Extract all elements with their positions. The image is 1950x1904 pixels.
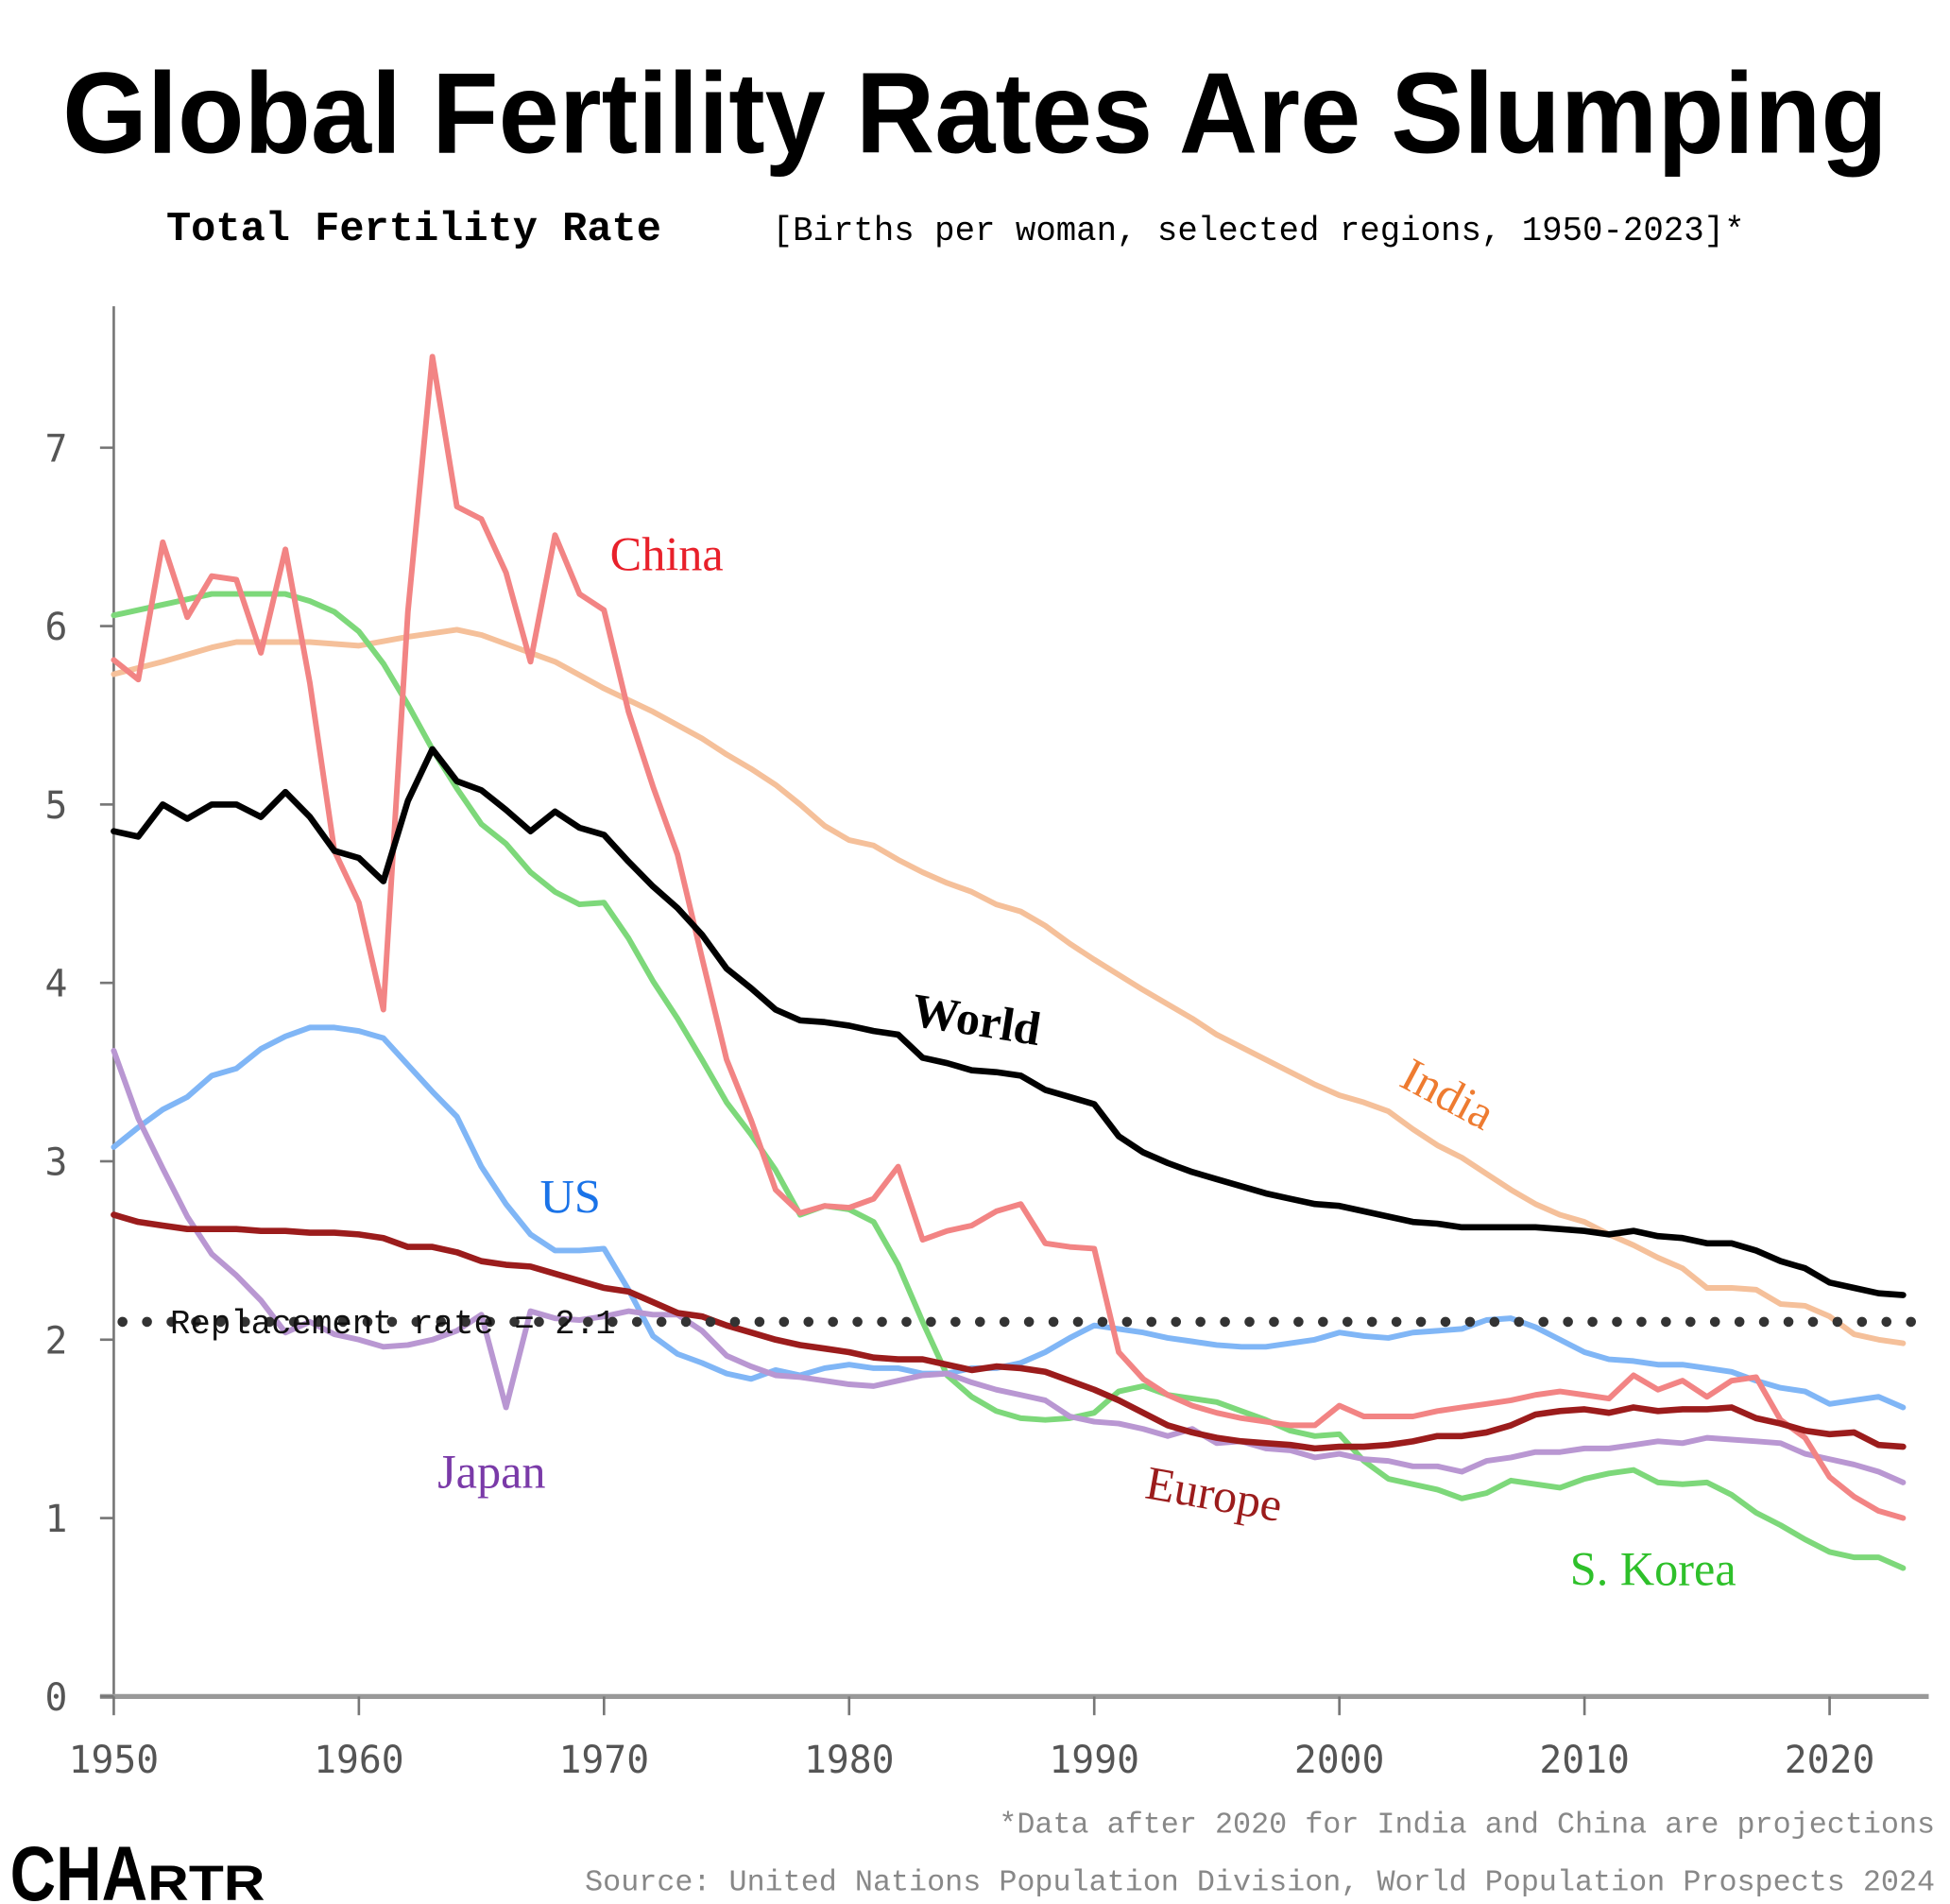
series-line-japan bbox=[111, 1047, 1907, 1485]
x-tick-label: 2000 bbox=[1294, 1739, 1385, 1782]
series-label-world: World bbox=[908, 983, 1044, 1055]
series-line-india bbox=[111, 626, 1907, 1347]
footnote: *Data after 2020 for India and China are… bbox=[999, 1809, 1935, 1843]
x-tick-label: 2010 bbox=[1539, 1739, 1630, 1782]
subtitle-rest: [Births per woman, selected regions, 195… bbox=[773, 212, 1745, 250]
replacement-rate-label: Replacement rate = 2.1 bbox=[170, 1305, 616, 1344]
series-line-s-korea bbox=[111, 591, 1907, 1571]
y-tick-label: 3 bbox=[45, 1141, 68, 1185]
x-tick-label: 1950 bbox=[69, 1739, 160, 1782]
series-label-us: US bbox=[540, 1170, 601, 1223]
y-tick-label: 0 bbox=[45, 1676, 68, 1720]
y-tick-label: 5 bbox=[45, 784, 68, 828]
subtitle-bold: Total Fertility Rate bbox=[166, 207, 661, 253]
series-label-s-korea: S. Korea bbox=[1570, 1543, 1736, 1596]
x-tick-label: 1990 bbox=[1049, 1739, 1139, 1782]
series-line-europe bbox=[111, 1211, 1907, 1452]
x-tick-label: 1980 bbox=[804, 1739, 895, 1782]
chart-title: Global Fertility Rates Are Slumping bbox=[62, 48, 1888, 177]
y-tick-label: 2 bbox=[45, 1319, 68, 1363]
x-tick-label: 2020 bbox=[1785, 1739, 1875, 1782]
svg-text:RTR: RTR bbox=[147, 1856, 265, 1904]
y-tick-label: 4 bbox=[45, 963, 68, 1006]
chartr-logo: CHA RTR bbox=[10, 1831, 265, 1904]
series-line-china bbox=[111, 353, 1907, 1521]
y-tick-label: 1 bbox=[45, 1498, 68, 1541]
source-note: Source: United Nations Population Divisi… bbox=[585, 1865, 1935, 1899]
series-label-japan: Japan bbox=[437, 1445, 545, 1498]
y-tick-label: 7 bbox=[45, 427, 68, 471]
y-tick-label: 6 bbox=[45, 606, 68, 649]
series-label-china: China bbox=[610, 527, 724, 580]
x-tick-label: 1960 bbox=[314, 1739, 404, 1782]
series-line-us bbox=[111, 1024, 1907, 1411]
series-label-europe: Europe bbox=[1142, 1456, 1287, 1532]
svg-text:CHA: CHA bbox=[10, 1831, 148, 1904]
series-line-world bbox=[111, 746, 1907, 1298]
x-tick-label: 1970 bbox=[559, 1739, 650, 1782]
